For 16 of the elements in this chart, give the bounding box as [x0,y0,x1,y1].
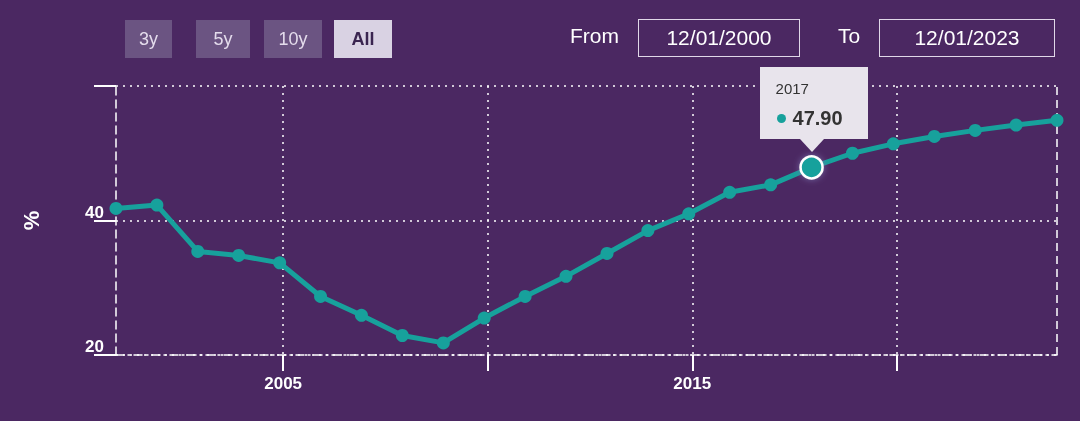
annotation: 47.90 [792,107,843,131]
date-field: 12/01/2023 [879,19,1055,57]
tooltip: 2017 47.90 [759,67,868,153]
y-axis-title: % [18,210,44,231]
range-button: 3y [125,20,172,58]
date-caption: To [838,24,861,48]
range-button: 5y [196,20,250,58]
date-caption: From [570,24,619,48]
x-tick-label: 2005 [264,374,303,393]
y-tick-label: 20 [85,337,104,356]
range-button: 10y [264,20,322,58]
range-button: All [334,20,392,58]
date-field: 12/01/2000 [638,19,800,57]
y-tick-label: 40 [85,202,104,222]
annotation: 2017 [775,80,809,98]
x-tick-label: 2015 [673,374,712,393]
